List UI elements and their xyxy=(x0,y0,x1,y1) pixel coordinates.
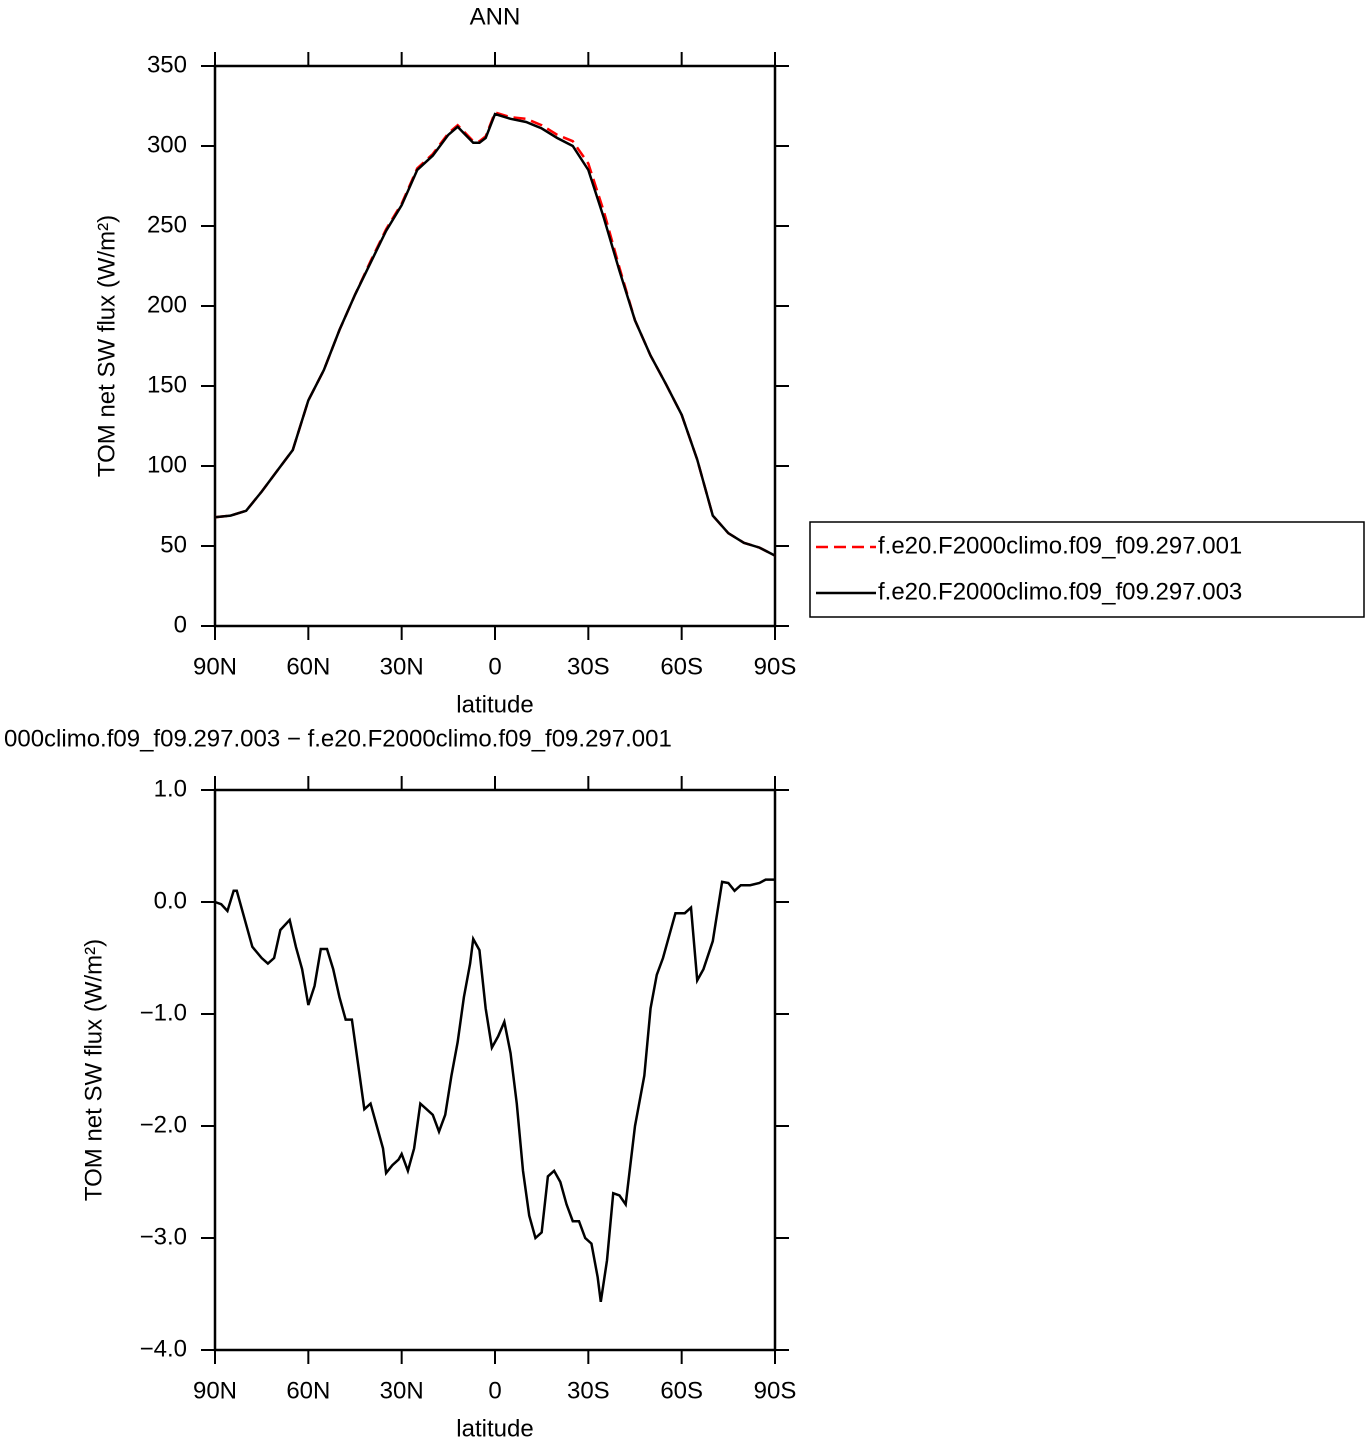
x-tick-label: 0 xyxy=(488,653,501,680)
y-tick-label: 1.0 xyxy=(154,775,187,802)
x-tick-label: 90S xyxy=(754,653,797,680)
data-line xyxy=(214,112,776,557)
legend-box xyxy=(809,521,1365,618)
x-tick-label: 0 xyxy=(488,1377,501,1404)
x-tick-label: 60N xyxy=(286,1377,330,1404)
y-tick-label: 200 xyxy=(147,291,187,318)
data-line xyxy=(214,110,776,557)
x-tick-label: 30S xyxy=(567,653,610,680)
y-tick-label: 0 xyxy=(174,611,187,638)
x-axis-label: latitude xyxy=(456,691,533,718)
chart-title: 000climo.f09_f09.297.003 − f.e20.F2000cl… xyxy=(4,725,672,752)
y-tick-label: 350 xyxy=(147,51,187,78)
plot-frame xyxy=(213,788,777,1352)
y-tick-label: 50 xyxy=(160,531,187,558)
plot-frame xyxy=(213,64,777,628)
y-tick-label: 100 xyxy=(147,451,187,478)
x-tick-label: 90S xyxy=(754,1377,797,1404)
x-tick-label: 60S xyxy=(660,1377,703,1404)
x-tick-label: 90N xyxy=(193,653,237,680)
x-tick-label: 30N xyxy=(380,1377,424,1404)
x-axis-label: latitude xyxy=(456,1415,533,1442)
y-axis-label: TOM net SW flux (W/m²) xyxy=(93,215,120,477)
y-tick-label: −1.0 xyxy=(140,999,187,1026)
y-tick-label: 300 xyxy=(147,131,187,158)
legend-label: f.e20.F2000climo.f09_f09.297.001 xyxy=(878,532,1242,559)
y-tick-label: 250 xyxy=(147,211,187,238)
x-tick-label: 30N xyxy=(380,653,424,680)
x-tick-label: 90N xyxy=(193,1377,237,1404)
chart-title: ANN xyxy=(470,3,521,30)
x-tick-label: 60N xyxy=(286,653,330,680)
x-tick-label: 60S xyxy=(660,653,703,680)
y-tick-label: −3.0 xyxy=(140,1223,187,1250)
y-tick-label: 150 xyxy=(147,371,187,398)
y-tick-label: −4.0 xyxy=(140,1335,187,1362)
y-tick-label: −2.0 xyxy=(140,1111,187,1138)
legend-label: f.e20.F2000climo.f09_f09.297.003 xyxy=(878,578,1242,605)
y-axis-label: TOM net SW flux (W/m²) xyxy=(80,939,107,1201)
y-tick-label: 0.0 xyxy=(154,887,187,914)
data-line xyxy=(214,878,775,1303)
x-tick-label: 30S xyxy=(567,1377,610,1404)
